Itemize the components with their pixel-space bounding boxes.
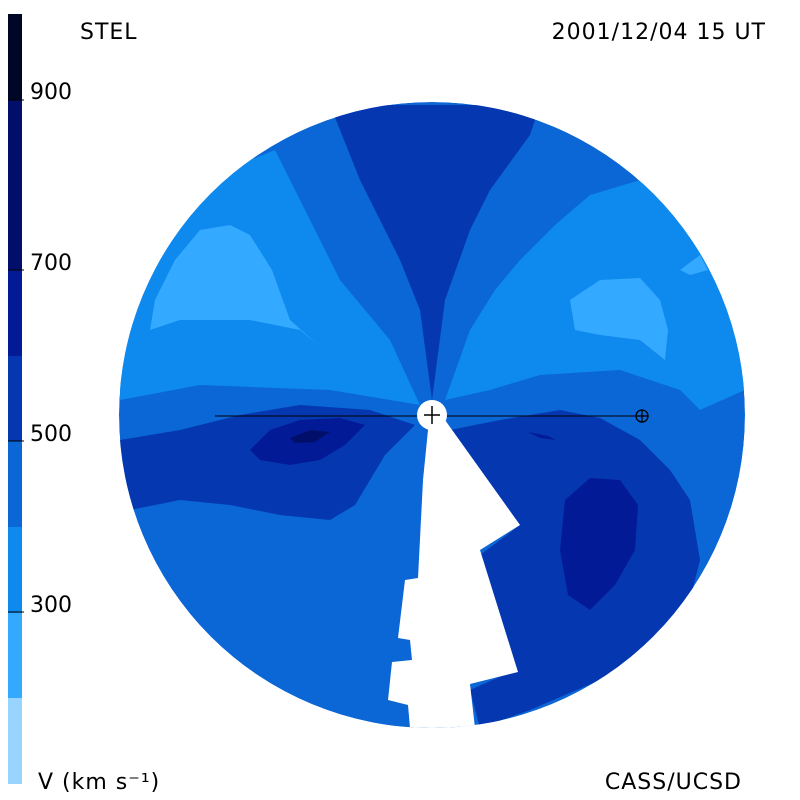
earth-marker-icon (635, 409, 649, 423)
region-lower-right-core (560, 478, 638, 610)
colorbar-units-label: V (km s⁻¹) (38, 770, 161, 795)
colorbar-ticks (8, 99, 24, 613)
colorbar-tick-label: 500 (30, 422, 72, 447)
colorbar-tick-label: 900 (30, 80, 72, 105)
colorbar-level-8 (8, 14, 22, 100)
instrument-label: STEL (80, 20, 138, 45)
datetime-label: 2001/12/04 15 UT (551, 20, 766, 45)
colorbar (8, 14, 22, 784)
colorbar-level-6 (8, 270, 22, 356)
region-upper-left-fast (150, 225, 318, 345)
colorbar-tick-label: 300 (30, 593, 72, 618)
colorbar-level-1 (8, 698, 22, 784)
colorbar-level-5 (8, 355, 22, 441)
colorbar-level-7 (8, 100, 22, 270)
colorbar-level-3 (8, 527, 22, 613)
region-lower-right-streak (528, 432, 556, 440)
region-upper-right-fast-2 (680, 255, 708, 275)
colorbar-level-2 (8, 612, 22, 698)
region-north-polar-stream (330, 105, 540, 400)
exclusion-wedge (388, 420, 520, 728)
colorbar-tick-label: 700 (30, 251, 72, 276)
region-upper-right-fast (570, 278, 668, 360)
region-lower-left-core-inner (290, 430, 330, 443)
credit-label: CASS/UCSD (604, 770, 742, 795)
sun-marker-icon (424, 406, 440, 424)
colorbar-level-4 (8, 441, 22, 527)
